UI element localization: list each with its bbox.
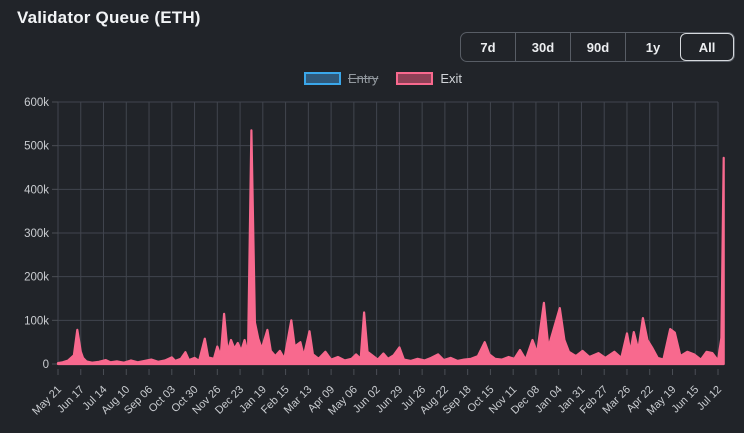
range-separator — [625, 33, 626, 61]
legend-swatch-exit — [396, 72, 434, 85]
legend-label: Entry — [347, 71, 379, 86]
y-axis-labels: 600k 500k 400k 300k 200k 100k 0 — [24, 97, 49, 371]
range-separator — [570, 33, 571, 61]
axis-ticks — [52, 101, 719, 375]
svg-text:400k: 400k — [24, 184, 49, 196]
range-button-1y[interactable]: 1y — [626, 33, 680, 61]
range-button-30d[interactable]: 30d — [516, 33, 570, 61]
range-button-all[interactable]: All — [680, 33, 734, 61]
chart-legend: Entry Exit — [303, 71, 462, 86]
page-title: Validator Queue (ETH) — [17, 8, 201, 27]
svg-text:600k: 600k — [24, 97, 49, 109]
svg-text:Jul 12: Jul 12 — [695, 384, 724, 413]
svg-text:0: 0 — [43, 359, 49, 371]
legend-swatch-entry — [303, 72, 341, 85]
legend-item-entry[interactable]: Entry — [303, 71, 379, 86]
range-button-7d[interactable]: 7d — [461, 33, 515, 61]
range-separator — [515, 33, 516, 61]
svg-text:May 21: May 21 — [30, 384, 64, 418]
svg-text:100k: 100k — [24, 315, 49, 327]
legend-label: Exit — [440, 71, 463, 86]
svg-text:500k: 500k — [24, 141, 49, 153]
range-button-90d[interactable]: 90d — [571, 33, 625, 61]
range-group: 7d 30d 90d 1y All — [460, 32, 735, 62]
svg-text:200k: 200k — [24, 272, 49, 284]
exit-series-area — [56, 129, 725, 366]
svg-text:300k: 300k — [24, 228, 49, 240]
gridlines — [57, 101, 719, 365]
legend-item-exit[interactable]: Exit — [396, 71, 462, 86]
